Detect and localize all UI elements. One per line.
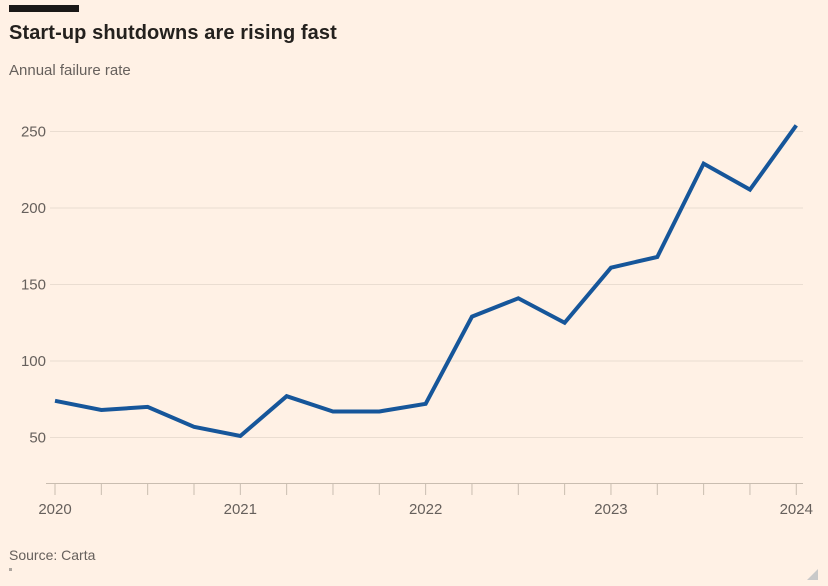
x-axis-label: 2021 [224, 501, 257, 518]
y-axis-label: 50 [29, 430, 46, 447]
tiny-dot-icon [9, 568, 12, 571]
x-axis-label: 2024 [780, 501, 813, 518]
ft-top-bar [9, 5, 79, 12]
x-axis-label: 2022 [409, 501, 442, 518]
source-label: Source: Carta [9, 547, 96, 563]
chart-title: Start-up shutdowns are rising fast [9, 22, 337, 44]
y-axis-label: 250 [21, 124, 46, 141]
y-axis-label: 150 [21, 277, 46, 294]
y-axis-label: 100 [21, 353, 46, 370]
resize-handle-icon [807, 569, 818, 580]
x-axis-label: 2023 [594, 501, 627, 518]
y-axis-label: 200 [21, 200, 46, 217]
chart-subtitle: Annual failure rate [9, 62, 131, 79]
data-line-series [54, 124, 798, 439]
x-axis-label: 2020 [38, 501, 71, 518]
